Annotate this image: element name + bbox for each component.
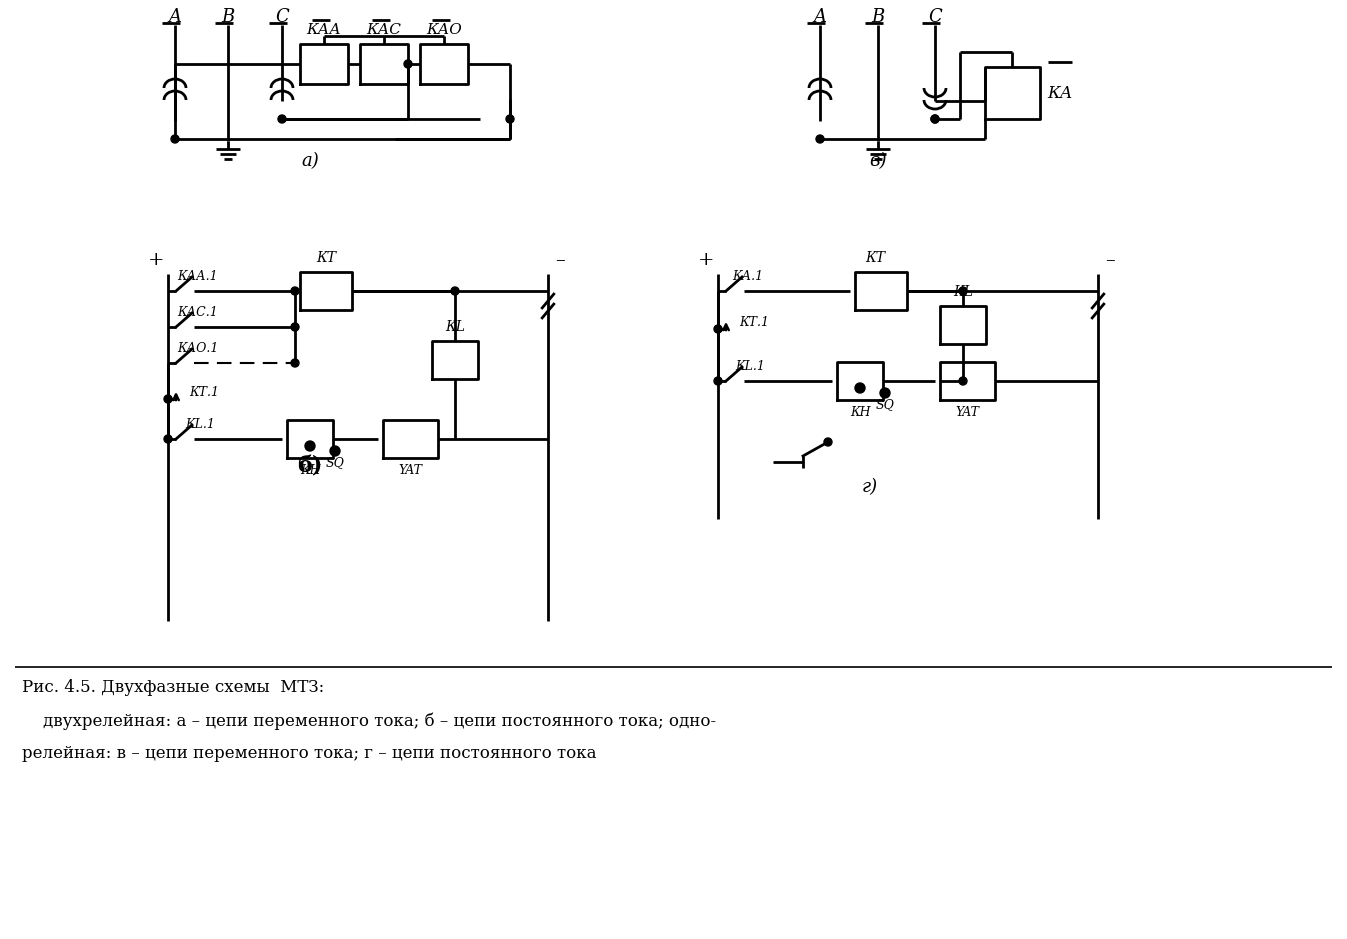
Text: КАС: КАС (366, 23, 401, 37)
Text: Рис. 4.5. Двухфазные схемы  МТЗ:: Рис. 4.5. Двухфазные схемы МТЗ: (22, 679, 325, 696)
Text: КТ.1: КТ.1 (740, 316, 769, 330)
Text: A: A (814, 8, 827, 26)
Text: КАО: КАО (426, 23, 462, 37)
Circle shape (164, 435, 172, 443)
Text: КАС.1: КАС.1 (178, 306, 218, 319)
Text: КL: КL (445, 320, 465, 334)
Text: КАО.1: КАО.1 (178, 343, 218, 356)
Circle shape (291, 359, 299, 367)
Circle shape (931, 115, 939, 123)
Text: а): а) (302, 152, 319, 170)
Text: КА: КА (1047, 85, 1072, 101)
Text: КL: КL (952, 285, 973, 299)
Circle shape (714, 377, 722, 385)
Text: КТ: КТ (317, 251, 335, 265)
Text: B: B (221, 8, 234, 26)
Text: C: C (928, 8, 942, 26)
Circle shape (291, 287, 299, 295)
Text: –: – (1105, 251, 1115, 269)
Circle shape (816, 135, 824, 143)
Text: КL.1: КL.1 (735, 361, 765, 374)
Text: б): б) (298, 456, 323, 478)
Circle shape (855, 383, 865, 393)
Circle shape (824, 438, 832, 446)
Circle shape (506, 115, 515, 123)
Circle shape (330, 446, 339, 456)
Circle shape (959, 287, 967, 295)
Circle shape (714, 325, 722, 333)
Text: YAT: YAT (397, 465, 422, 478)
Text: +: + (698, 251, 714, 269)
Circle shape (880, 388, 890, 398)
Text: +: + (148, 251, 164, 269)
Text: YAT: YAT (955, 407, 979, 420)
Text: –: – (555, 251, 564, 269)
Text: SQ: SQ (876, 398, 894, 411)
Text: A: A (168, 8, 182, 26)
Circle shape (404, 60, 412, 68)
Text: релейная: в – цепи переменного тока; г – цепи постоянного тока: релейная: в – цепи переменного тока; г –… (22, 746, 597, 762)
Circle shape (171, 135, 179, 143)
Circle shape (164, 395, 172, 403)
Text: КL.1: КL.1 (185, 419, 216, 432)
Text: г): г) (862, 478, 878, 496)
Text: SQ: SQ (326, 456, 345, 470)
Circle shape (291, 323, 299, 331)
Circle shape (304, 441, 315, 451)
Text: двухрелейная: а – цепи переменного тока; б – цепи постоянного тока; одно-: двухрелейная: а – цепи переменного тока;… (22, 713, 717, 730)
Text: КН: КН (850, 407, 870, 420)
Text: КАА.1: КАА.1 (178, 270, 218, 284)
Text: B: B (872, 8, 885, 26)
Circle shape (959, 377, 967, 385)
Circle shape (931, 115, 939, 123)
Text: КА.1: КА.1 (733, 270, 764, 284)
Circle shape (277, 115, 286, 123)
Text: КАА: КАА (307, 23, 341, 37)
Text: КТ: КТ (865, 251, 885, 265)
Text: КТ.1: КТ.1 (189, 387, 220, 399)
Text: в): в) (869, 152, 886, 170)
Circle shape (451, 287, 459, 295)
Text: C: C (275, 8, 288, 26)
Text: КН: КН (300, 465, 321, 478)
